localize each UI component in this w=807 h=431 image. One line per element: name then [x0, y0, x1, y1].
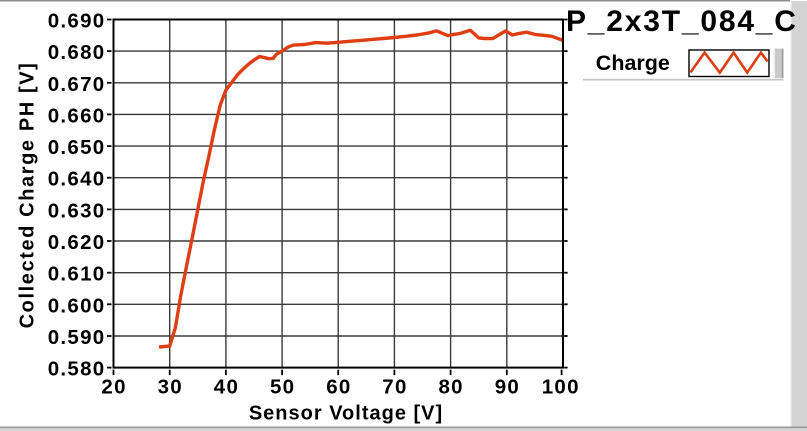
svg-text:0.650: 0.650 [48, 136, 106, 159]
svg-text:0.590: 0.590 [48, 326, 106, 349]
svg-text:80: 80 [438, 376, 463, 399]
svg-text:0.680: 0.680 [48, 41, 106, 64]
svg-text:0.640: 0.640 [48, 168, 106, 191]
svg-text:P_2x3T_084_C: P_2x3T_084_C [566, 5, 798, 38]
svg-text:Collected Charge PH [V]: Collected Charge PH [V] [17, 62, 39, 329]
svg-text:50: 50 [270, 376, 295, 399]
svg-text:70: 70 [382, 376, 407, 399]
svg-text:0.690: 0.690 [48, 10, 106, 33]
svg-text:Charge: Charge [596, 51, 670, 75]
svg-text:0.600: 0.600 [48, 294, 106, 317]
svg-text:0.660: 0.660 [48, 104, 106, 127]
svg-text:0.630: 0.630 [48, 199, 106, 222]
svg-text:90: 90 [495, 376, 520, 399]
svg-text:0.620: 0.620 [48, 231, 106, 254]
svg-text:0.580: 0.580 [48, 358, 106, 381]
svg-text:60: 60 [326, 376, 351, 399]
svg-text:0.670: 0.670 [48, 73, 106, 96]
svg-text:100: 100 [542, 376, 580, 399]
svg-text:20: 20 [101, 376, 126, 399]
svg-text:0.610: 0.610 [48, 263, 106, 286]
svg-text:40: 40 [214, 376, 239, 399]
svg-text:30: 30 [158, 376, 183, 399]
svg-text:Sensor Voltage [V]: Sensor Voltage [V] [249, 403, 443, 425]
